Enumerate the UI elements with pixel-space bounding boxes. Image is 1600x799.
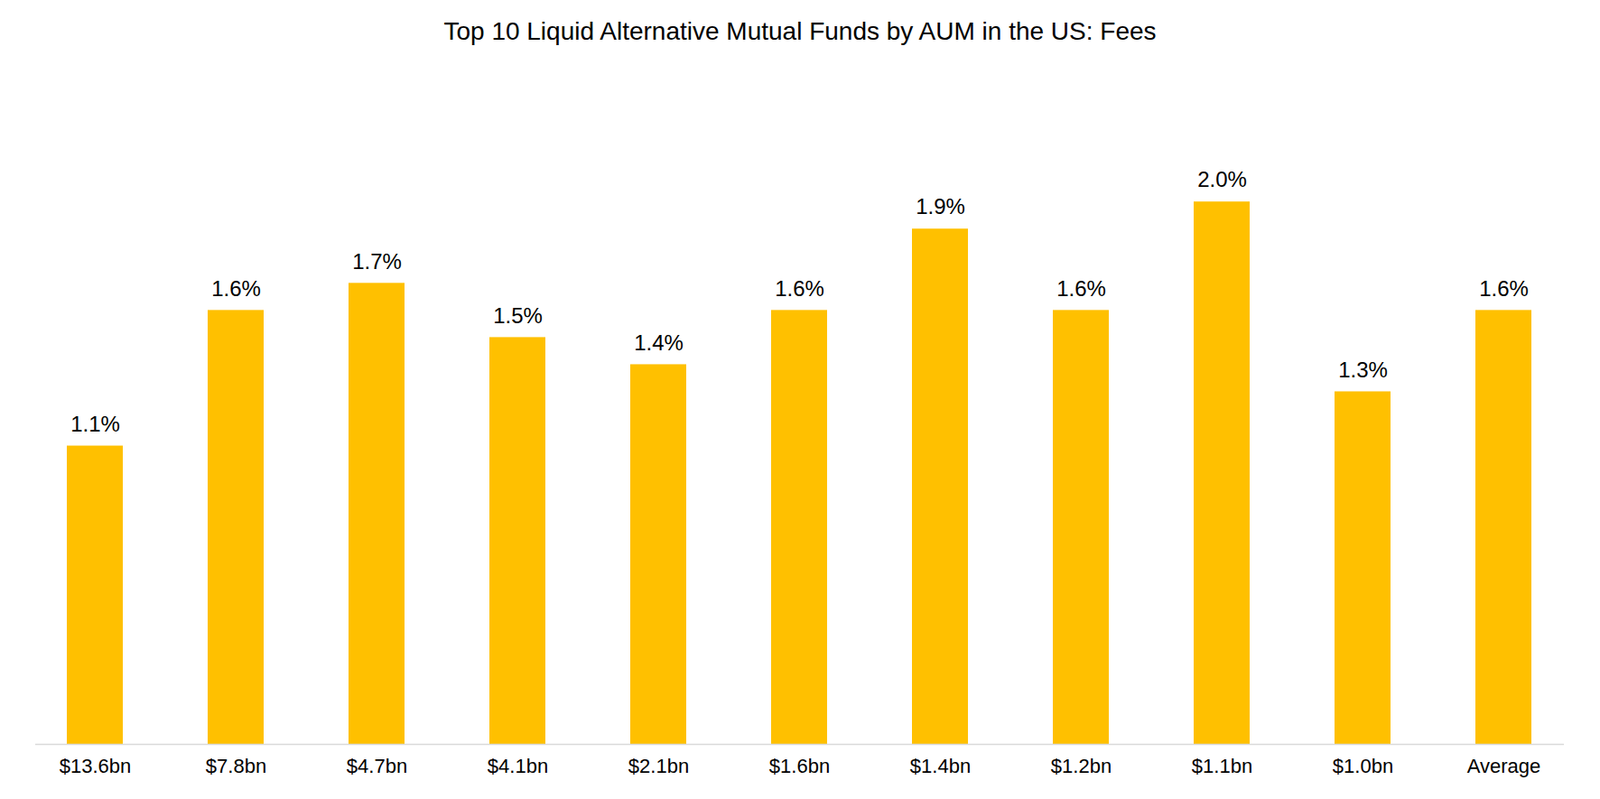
svg-text:$7.8bn: $7.8bn [205,754,267,778]
svg-text:1.6%: 1.6% [774,276,825,301]
svg-text:$1.0bn: $1.0bn [1332,754,1394,778]
svg-text:$4.1bn: $4.1bn [487,754,549,778]
svg-text:1.9%: 1.9% [915,194,966,219]
svg-text:1.6%: 1.6% [211,276,261,301]
svg-text:1.6%: 1.6% [1479,276,1529,301]
svg-text:1.1%: 1.1% [70,411,121,437]
html-text:Top 10 Liquid Alternative Mutu: Top 10 Liquid Alternative Mutual Funds b… [443,17,1157,46]
svg-text:2.0%: 2.0% [1197,167,1247,192]
svg-text:$2.1bn: $2.1bn [628,754,689,778]
svg-text:$1.4bn: $1.4bn [910,754,971,778]
svg-text:1.6%: 1.6% [1056,276,1107,301]
svg-text:$1.6bn: $1.6bn [769,754,830,778]
svg-text:1.4%: 1.4% [633,330,684,355]
svg-text:Average: Average [1467,754,1542,778]
svg-text:1.7%: 1.7% [352,249,402,274]
svg-text:$13.6bn: $13.6bn [59,754,132,778]
svg-text:$1.1bn: $1.1bn [1191,754,1253,778]
svg-text:$1.2bn: $1.2bn [1051,754,1112,778]
svg-text:1.3%: 1.3% [1338,357,1388,382]
svg-text:1.5%: 1.5% [493,303,543,328]
svg-text:$4.7bn: $4.7bn [346,754,408,778]
